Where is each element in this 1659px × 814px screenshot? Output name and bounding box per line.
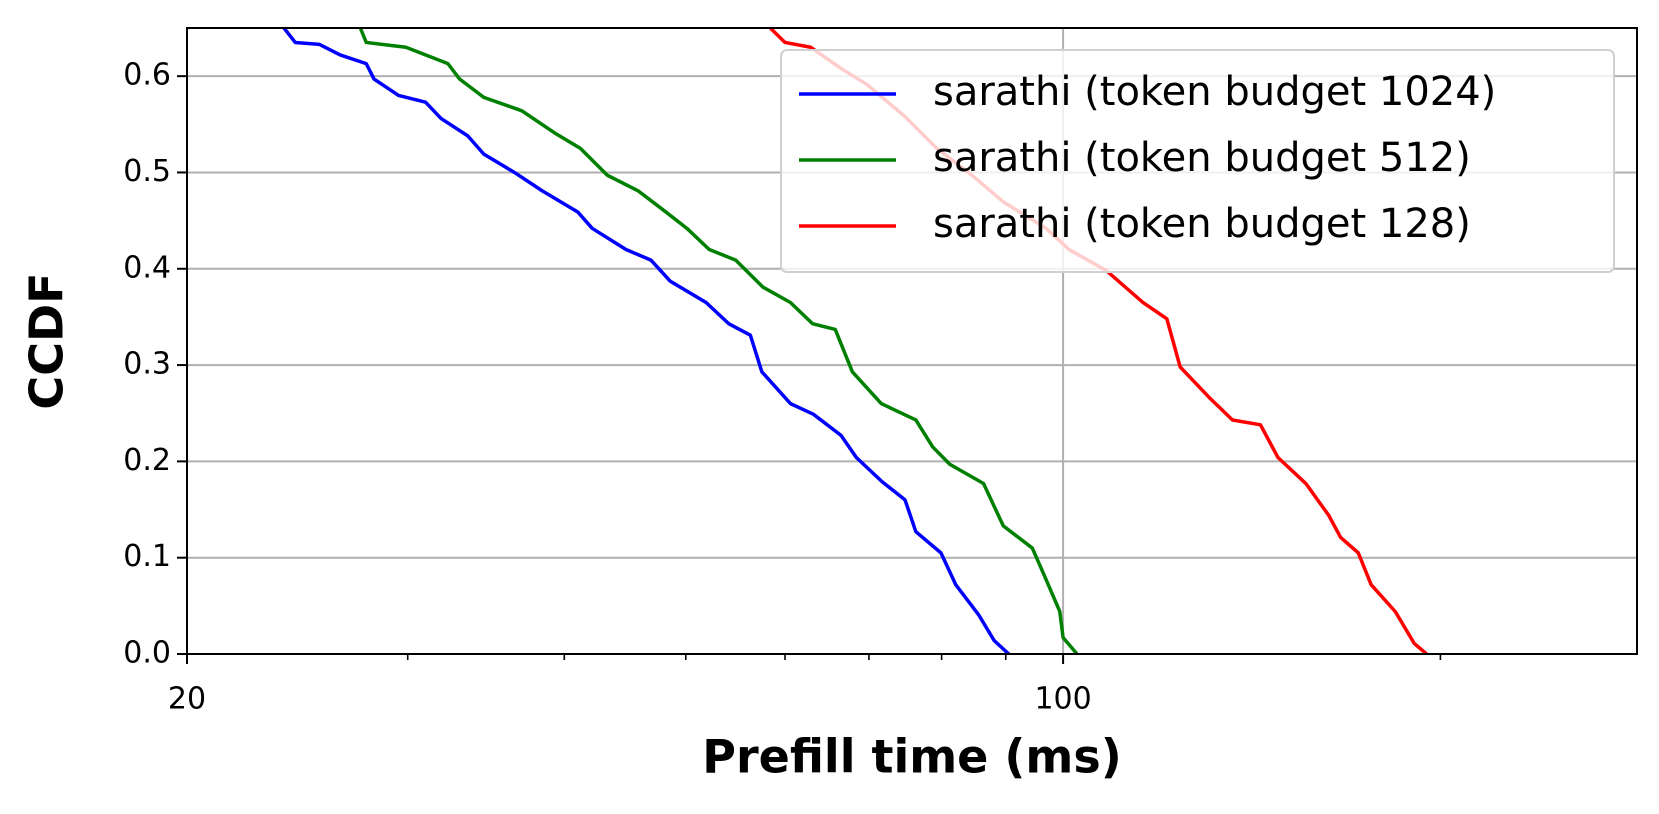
legend-label: sarathi (token budget 1024) (933, 69, 1496, 115)
x-tick-label: 100 (1034, 682, 1091, 717)
y-axis-label: CCDF (20, 272, 74, 409)
y-tick-label: 0.3 (123, 347, 171, 382)
ticks: 0.0 0.1 0.2 0.3 0.4 0.5 0.6 20 100 (123, 58, 1442, 717)
series-line (282, 28, 1010, 654)
legend: sarathi (token budget 1024) sarathi (toke… (780, 49, 1615, 273)
legend-label: sarathi (token budget 128) (933, 201, 1471, 247)
y-tick-label: 0.4 (123, 250, 171, 285)
legend-label: sarathi (token budget 512) (933, 135, 1471, 181)
series-line (358, 28, 1079, 654)
x-tick-label: 20 (168, 682, 206, 717)
y-tick-label: 0.5 (123, 154, 171, 189)
legend-frame (780, 49, 1615, 273)
plot-frame (186, 27, 1638, 655)
y-tick-label: 0.0 (123, 636, 171, 671)
y-tick-label: 0.6 (123, 58, 171, 93)
y-tick-label: 0.1 (123, 539, 171, 574)
y-tick-label: 0.2 (123, 443, 171, 478)
x-axis-label: Prefill time (ms) (702, 730, 1122, 784)
